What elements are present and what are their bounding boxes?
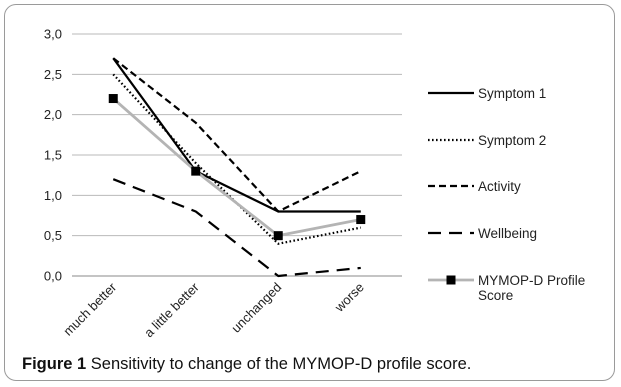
y-tick-label: 2,5 bbox=[44, 67, 62, 82]
x-tick-label: much better bbox=[60, 279, 120, 339]
x-tick-label: worse bbox=[331, 280, 367, 316]
legend-label: Wellbeing bbox=[478, 226, 537, 241]
series-lines bbox=[108, 57, 366, 278]
series-line-activity bbox=[112, 57, 362, 213]
y-tick-label: 0,5 bbox=[44, 228, 62, 243]
caption-text: Sensitivity to change of the MYMOP-D pro… bbox=[86, 355, 472, 373]
grid-lines bbox=[72, 33, 402, 277]
series-line-wellbeing bbox=[112, 178, 361, 278]
data-point-marker bbox=[273, 231, 283, 241]
y-tick-labels: 0,0 0,5 1,0 1,5 2,0 2,5 3,0 bbox=[44, 27, 62, 284]
figure-frame bbox=[4, 4, 615, 381]
data-point-marker bbox=[191, 166, 201, 176]
x-tick-labels: much better a little better unchanged worse bbox=[60, 279, 367, 340]
legend: Symptom 1 Symptom 2 Activity Wellbeing MYMOP… bbox=[428, 86, 585, 303]
y-tick-label: 0,0 bbox=[44, 269, 62, 284]
legend-label: Symptom 1 bbox=[478, 86, 546, 101]
series-line-mymop-d-profile-score bbox=[112, 97, 362, 238]
x-tick-label: a little better bbox=[141, 279, 202, 340]
y-tick-label: 1,5 bbox=[44, 148, 62, 163]
y-tick-label: 1,0 bbox=[44, 188, 62, 203]
data-point-marker bbox=[108, 94, 118, 104]
data-point-marker bbox=[356, 215, 366, 225]
x-tick-label: unchanged bbox=[228, 280, 284, 336]
y-tick-label: 2,0 bbox=[44, 107, 62, 122]
legend-label: Score bbox=[478, 288, 513, 303]
series-line-symptom-1 bbox=[112, 57, 361, 213]
legend-label: Symptom 2 bbox=[478, 133, 546, 148]
legend-label: MYMOP-D Profile bbox=[478, 273, 585, 288]
series-line-symptom-2 bbox=[112, 73, 361, 245]
caption-label: Figure 1 bbox=[22, 355, 87, 373]
figure-caption: Figure 1 Sensitivity to change of the MY… bbox=[22, 355, 471, 374]
legend-marker bbox=[446, 275, 456, 285]
y-tick-label: 3,0 bbox=[44, 27, 62, 42]
legend-label: Activity bbox=[478, 179, 521, 194]
